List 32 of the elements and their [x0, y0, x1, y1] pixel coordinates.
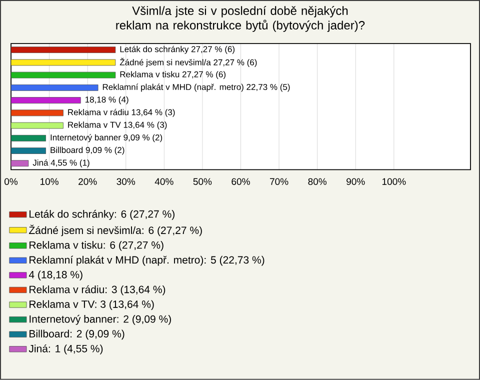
data-label: Reklamní plakát v MHD (např. metro) 22,73 % (5): [102, 84, 290, 92]
legend-label: Jiná: 1 (4,55 %): [28, 344, 103, 354]
x-tick-label: 70%: [270, 178, 288, 185]
x-tick-label: 60%: [232, 178, 250, 185]
legend-label: Reklama v rádiu: 3 (13,64 %): [30, 285, 166, 296]
legend-label: Reklama v TV: 3 (13,64 %): [30, 300, 154, 310]
x-tick-label: 100%: [382, 178, 406, 185]
data-label: Žádné jsem si nevšiml/a 27,27 % (6): [120, 58, 257, 68]
data-label: Reklama v rádiu 13,64 % (3): [68, 108, 175, 117]
x-tick-label: 10%: [40, 178, 58, 185]
x-tick-label: 50%: [193, 178, 212, 185]
x-tick-label: 0%: [4, 178, 18, 185]
x-tick-label: 80%: [308, 178, 327, 185]
data-label: Billboard 9,09 % (2): [50, 146, 124, 155]
legend-label: Reklamní plakát v MHD (např. metro): 5 (22,73 %): [30, 256, 264, 266]
legend-label: Internetový banner: 2 (9,09 %): [30, 314, 171, 325]
x-tick-label: 30%: [116, 178, 136, 185]
data-label: Internetový banner 9,09 % (2): [50, 134, 162, 142]
data-label: 18,18 % (4): [85, 96, 128, 104]
legend-label: Reklama v tisku: 6 (27,27 %): [30, 241, 164, 251]
chart-title: Všiml/a jste si v poslední době nějakých reklam na rekonstrukce bytů (bytových jader)?: [116, 6, 365, 32]
legend-label: Billboard: 2 (9,09 %): [30, 330, 124, 340]
x-tick-label: 90%: [346, 178, 365, 185]
legend-label: Žádné jsem si nevšiml/a: 6 (27,27 %): [29, 224, 202, 236]
data-label: Reklama v TV 13,64 % (3): [68, 122, 167, 130]
data-label: Reklama v tisku 27,27 % (6): [120, 71, 226, 80]
legend-label: 4 (18,18 %): [28, 270, 82, 280]
x-tick-label: 40%: [154, 178, 174, 185]
x-tick-label: 20%: [78, 178, 97, 185]
data-label: Leták do schránky 27,27 % (6): [120, 46, 234, 54]
legend-label: Leták do schránky: 6 (27,27 %): [30, 210, 174, 220]
data-label: Jiná 4,55 % (1): [32, 159, 90, 168]
